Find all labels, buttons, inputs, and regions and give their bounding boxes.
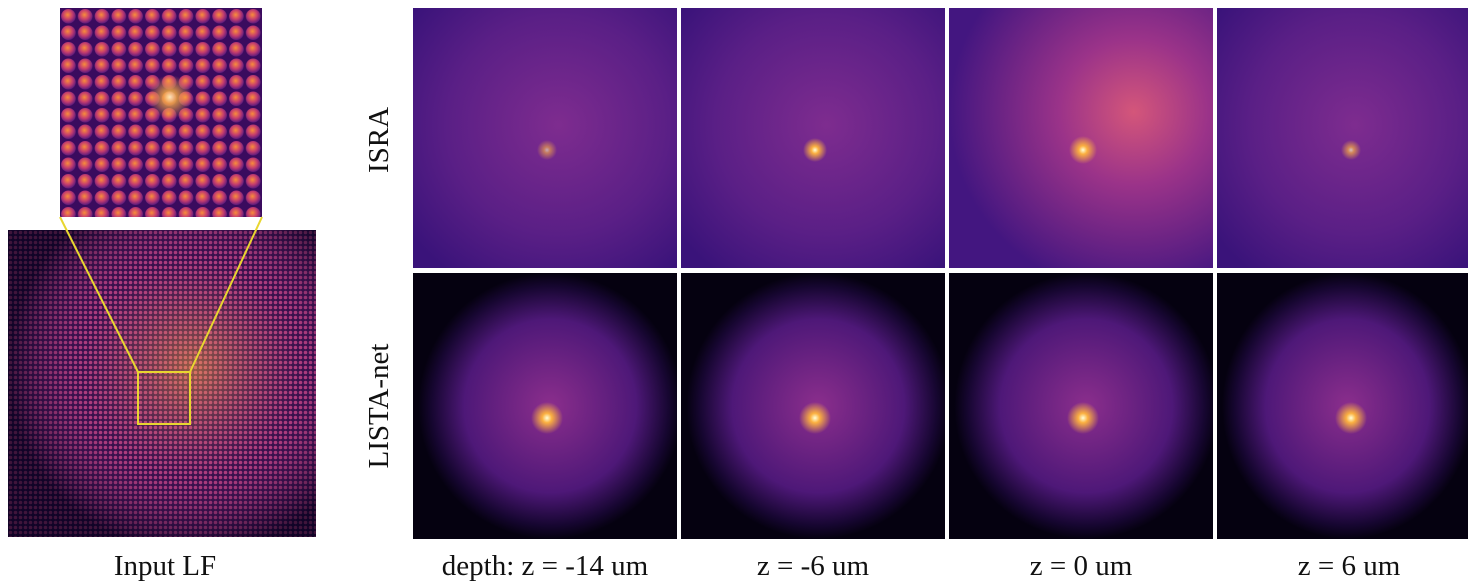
bright-spot [799,402,831,434]
row-label: ISRA [363,107,395,173]
column-label: z = -6 um [757,550,870,582]
column-label: depth: z = -14 um [442,550,649,582]
inset-highlight [148,75,192,119]
input-lf-glow [8,230,316,537]
column-label: z = 6 um [1298,550,1401,582]
figure: Input LF ISRA LISTA-net depth: z = -14 u… [0,0,1468,586]
bright-spot [531,402,563,434]
input-caption: Input LF [114,550,216,582]
bright-spot [537,140,557,160]
row-label: LISTA-net [363,344,395,469]
bright-spot [1067,402,1099,434]
bright-spot [1069,136,1097,164]
isra-panel [413,8,677,268]
column-label: z = 0 um [1030,550,1133,582]
bright-spot [1341,140,1361,160]
isra-panel [681,8,945,268]
bright-spot [1335,402,1367,434]
bright-spot [803,138,827,162]
isra-panel [1217,8,1468,268]
